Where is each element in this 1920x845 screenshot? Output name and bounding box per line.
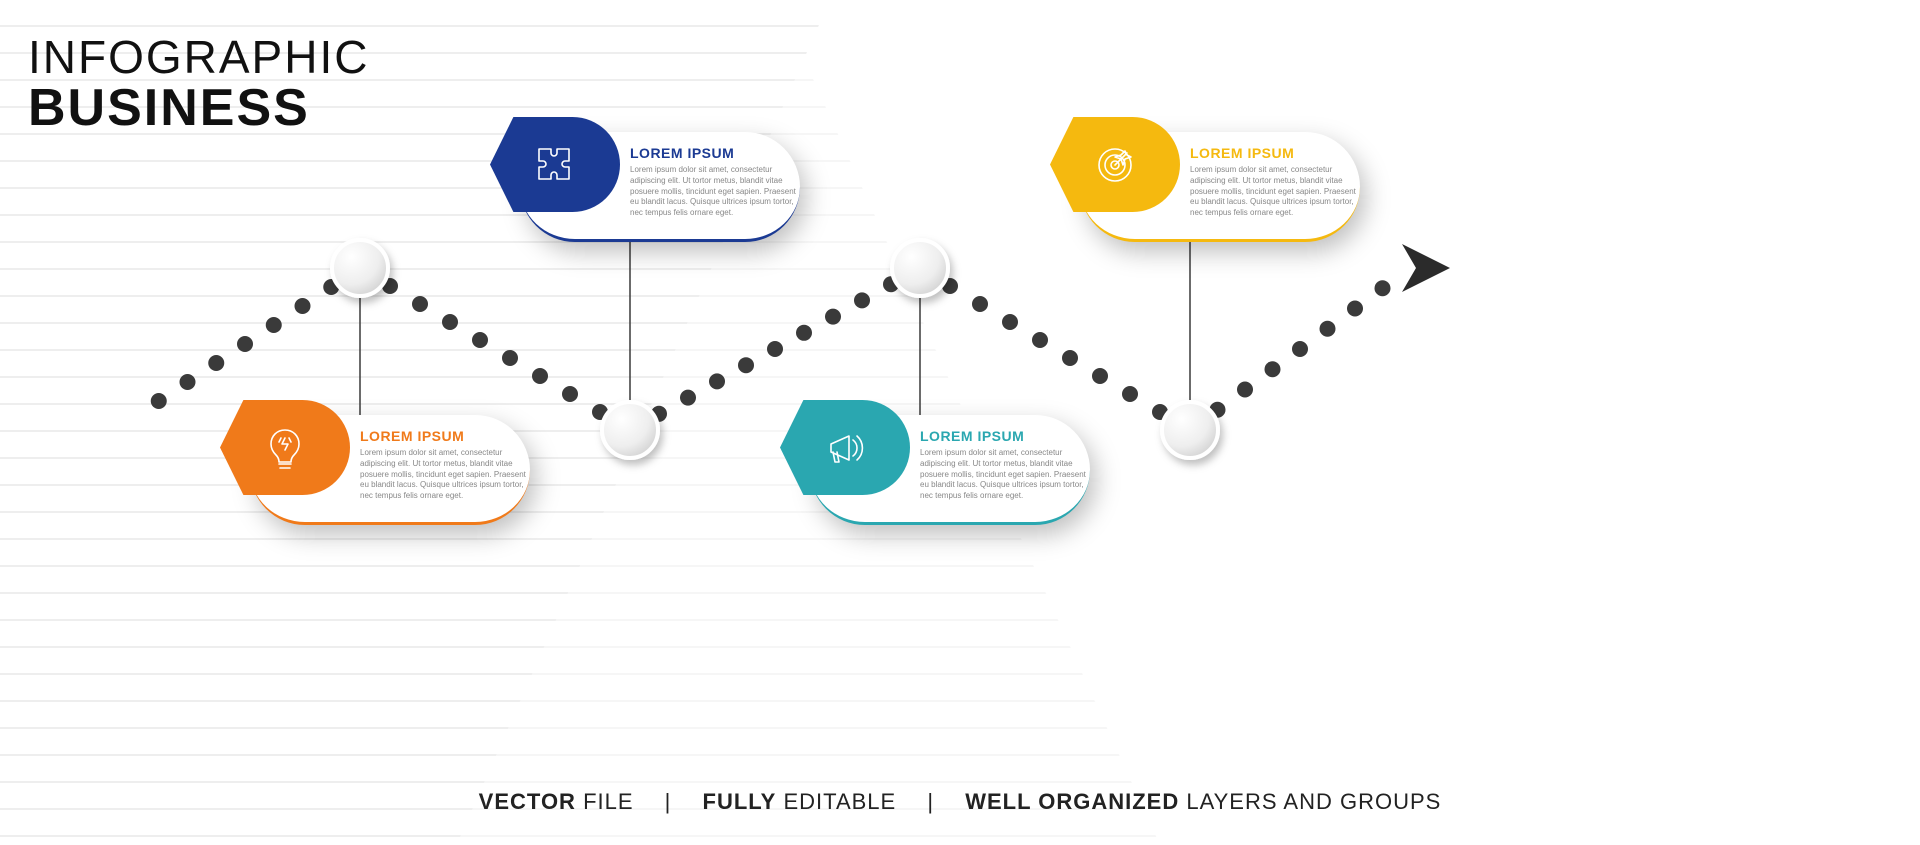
step-title: LOREM IPSUM (360, 428, 530, 444)
footer-separator: | (665, 789, 672, 814)
bulb-icon (261, 424, 309, 472)
footer-part-1-light: EDITABLE (776, 789, 896, 814)
step-tag (1050, 117, 1180, 212)
footer-part-0-bold: VECTOR (479, 789, 576, 814)
step-card-3: LOREM IPSUM Lorem ipsum dolor sit amet, … (1050, 117, 1350, 242)
step-tag (780, 400, 910, 495)
step-body: Lorem ipsum dolor sit amet, consectetur … (630, 165, 800, 219)
step-card-1: LOREM IPSUM Lorem ipsum dolor sit amet, … (490, 117, 790, 242)
step-text: LOREM IPSUM Lorem ipsum dolor sit amet, … (1190, 145, 1360, 219)
footer-part-2-bold: WELL ORGANIZED (965, 789, 1179, 814)
step-body: Lorem ipsum dolor sit amet, consectetur … (920, 448, 1090, 502)
megaphone-icon (821, 424, 869, 472)
step-tag (490, 117, 620, 212)
footer-part-0-light: FILE (576, 789, 634, 814)
step-card-2: LOREM IPSUM Lorem ipsum dolor sit amet, … (780, 400, 1080, 525)
footer-part-2-light: LAYERS AND GROUPS (1179, 789, 1441, 814)
footer-separator: | (927, 789, 934, 814)
footer-part-1-bold: FULLY (703, 789, 777, 814)
puzzle-icon (531, 141, 579, 189)
step-card-0: LOREM IPSUM Lorem ipsum dolor sit amet, … (220, 400, 520, 525)
step-text: LOREM IPSUM Lorem ipsum dolor sit amet, … (920, 428, 1090, 502)
step-text: LOREM IPSUM Lorem ipsum dolor sit amet, … (630, 145, 800, 219)
step-body: Lorem ipsum dolor sit amet, consectetur … (1190, 165, 1360, 219)
path-arrow (1402, 244, 1450, 292)
step-body: Lorem ipsum dolor sit amet, consectetur … (360, 448, 530, 502)
target-icon (1091, 141, 1139, 189)
step-title: LOREM IPSUM (1190, 145, 1360, 161)
footer-text: VECTOR FILE | FULLY EDITABLE | WELL ORGA… (0, 789, 1920, 815)
step-title: LOREM IPSUM (630, 145, 800, 161)
step-title: LOREM IPSUM (920, 428, 1090, 444)
step-tag (220, 400, 350, 495)
step-text: LOREM IPSUM Lorem ipsum dolor sit amet, … (360, 428, 530, 502)
